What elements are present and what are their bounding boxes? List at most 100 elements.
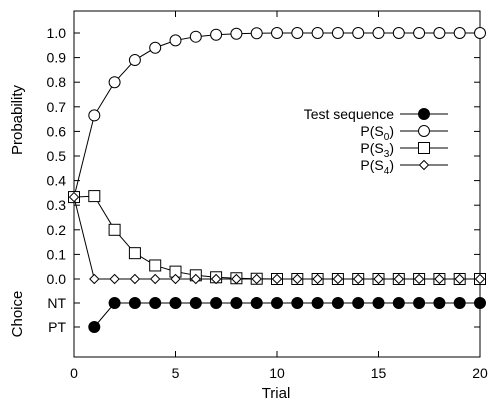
x-tick-label: 5 (172, 365, 180, 381)
data-point (454, 273, 465, 285)
data-point (312, 273, 323, 285)
data-point (128, 297, 141, 309)
series-test-sequence (88, 297, 486, 333)
series-diamond (68, 191, 486, 285)
data-point (108, 297, 121, 309)
data-point (88, 109, 101, 122)
x-axis-title: Trial (262, 385, 291, 402)
y-axis-title-probability: Probability (9, 84, 26, 155)
data-point (352, 297, 365, 309)
legend-entry: P(S4) (360, 157, 448, 177)
data-point (230, 297, 243, 309)
y-tick-label: 0.4 (47, 173, 67, 189)
data-point (413, 273, 425, 285)
data-point (433, 297, 446, 309)
data-point (434, 273, 445, 285)
data-point (230, 27, 243, 40)
data-point (271, 27, 283, 39)
y-tick-label: 0.1 (47, 246, 67, 262)
data-point (149, 41, 162, 54)
data-point (210, 273, 222, 285)
series-layer (68, 27, 486, 333)
data-point (149, 297, 162, 309)
data-point (89, 273, 100, 285)
data-point (109, 273, 120, 285)
data-point (129, 273, 141, 285)
data-point (68, 191, 80, 203)
x-tick-label: 15 (371, 365, 387, 381)
y-tick-label: 0.5 (47, 148, 67, 164)
legend-label: Test sequence (304, 106, 394, 122)
data-point (392, 297, 405, 309)
y-axis-title-choice: Choice (9, 291, 26, 338)
legend-marker (418, 108, 430, 120)
y-tick-label: 0.9 (47, 50, 67, 66)
data-point (271, 297, 283, 309)
y-tick-label: 0.0 (47, 271, 67, 287)
legend-marker (418, 142, 430, 154)
data-point (190, 273, 202, 285)
legend-label: P(S4) (360, 157, 394, 177)
y-tick-label: 0.3 (47, 197, 67, 213)
data-point (250, 297, 263, 309)
data-point (291, 297, 304, 309)
data-point (169, 297, 182, 309)
data-point (108, 76, 121, 89)
data-point (291, 27, 304, 39)
legend-label: P(S0) (360, 123, 394, 143)
y-tick-label: 0.2 (47, 222, 67, 238)
data-point (372, 297, 385, 309)
y-tick-label: 0.7 (47, 99, 67, 115)
data-point (331, 27, 344, 39)
series-line (73, 196, 480, 280)
data-point (231, 273, 242, 285)
data-point (88, 321, 101, 333)
data-point (474, 297, 486, 309)
data-point (271, 273, 283, 285)
legend-label: P(S3) (360, 140, 394, 160)
data-point (311, 297, 324, 309)
data-point (352, 27, 365, 39)
data-point (250, 27, 263, 40)
choice-tick-label: PT (48, 319, 66, 335)
data-point (474, 27, 486, 39)
series-square (68, 190, 486, 285)
data-point (128, 247, 141, 260)
y-tick-label: 1.0 (47, 25, 67, 41)
data-point (453, 27, 466, 39)
data-point (149, 259, 162, 272)
data-point (453, 297, 466, 309)
x-tick-label: 20 (472, 365, 488, 381)
data-point (170, 273, 181, 285)
legend-entry: P(S3) (360, 140, 448, 160)
data-point (251, 273, 262, 285)
legend-marker (418, 159, 430, 171)
data-point (210, 297, 223, 309)
data-point (189, 30, 202, 43)
x-tick-label: 10 (269, 365, 285, 381)
data-point (393, 273, 405, 285)
y-tick-label: 0.6 (47, 123, 67, 139)
ticks: 0.0 0.1 0.2 0.3 0.4 0.5 0.6 0.7 0.8 0.9 1.0 NT PT 0 5 1… (47, 11, 488, 381)
data-point (189, 297, 202, 309)
data-point (210, 28, 223, 41)
legend-marker (418, 125, 430, 137)
data-point (413, 297, 426, 309)
data-point (392, 27, 405, 39)
data-point (292, 273, 303, 285)
choice-tick-label: NT (47, 295, 66, 311)
data-point (373, 273, 384, 285)
data-point (331, 297, 344, 309)
data-point (413, 27, 426, 39)
legend-entry: Test sequence (304, 106, 448, 122)
data-point (372, 27, 385, 39)
series-line (73, 195, 480, 280)
data-point (169, 34, 182, 47)
data-point (128, 54, 141, 67)
data-point (332, 273, 344, 285)
data-point (149, 273, 161, 285)
data-point (108, 223, 121, 236)
x-tick-label: 0 (70, 365, 78, 381)
legend-entry: P(S0) (360, 123, 448, 143)
